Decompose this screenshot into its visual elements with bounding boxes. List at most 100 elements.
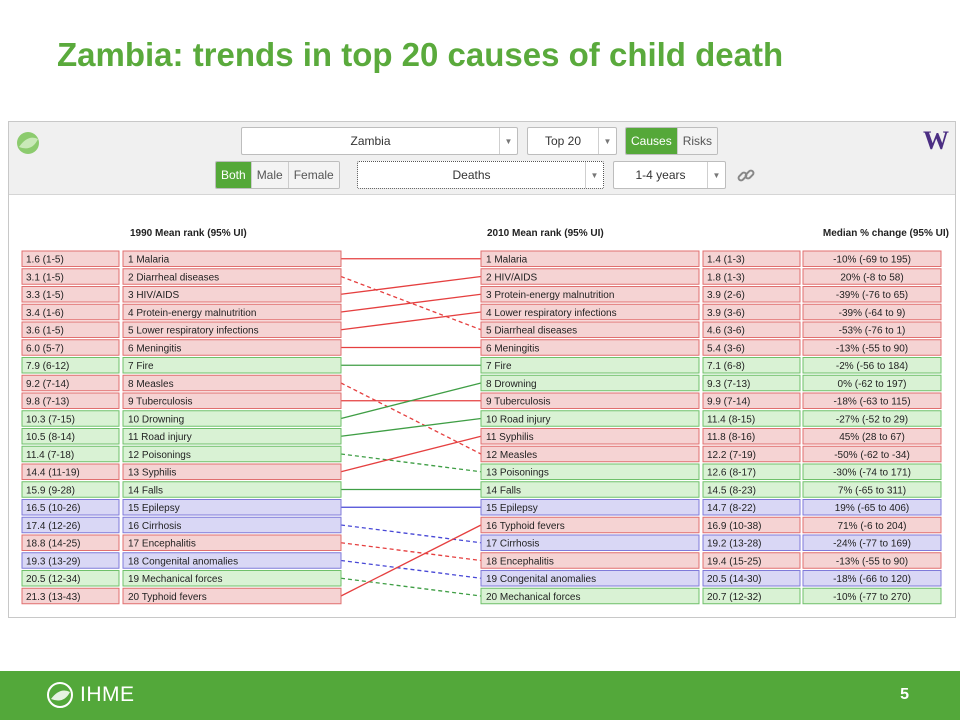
rank-2010-box bbox=[702, 534, 801, 551]
ihme-logo: IHME bbox=[46, 681, 135, 709]
cause-2010-box bbox=[480, 268, 700, 285]
rank-link-line bbox=[340, 293, 482, 313]
median-change-value: -30% (-74 to 171) bbox=[833, 468, 911, 479]
chevron-down-icon: ▼ bbox=[598, 128, 616, 154]
change-box bbox=[802, 463, 942, 480]
cause-1990-label: 9 Tuberculosis bbox=[128, 397, 192, 408]
uw-logo: W bbox=[923, 126, 949, 155]
rank-1990-box bbox=[21, 392, 120, 409]
rank-link-line bbox=[340, 524, 482, 544]
change-box bbox=[802, 499, 942, 516]
rank-1990-box bbox=[21, 410, 120, 427]
rank-2010-box bbox=[702, 499, 801, 516]
rank-link-line bbox=[340, 577, 482, 597]
rank-1990-box bbox=[21, 552, 120, 569]
cause-2010-label: 15 Epilepsy bbox=[486, 503, 538, 514]
cause-2010-label: 3 Protein-energy malnutrition bbox=[486, 290, 614, 301]
rank-1990-box bbox=[21, 357, 120, 374]
rank-1990-value: 3.1 (1-5) bbox=[26, 272, 64, 283]
change-box bbox=[802, 303, 942, 321]
cause-1990-box bbox=[122, 516, 342, 534]
gbd-leaf-logo-icon bbox=[17, 132, 39, 154]
cause-1990-label: 8 Measles bbox=[128, 379, 174, 390]
cause-2010-box bbox=[480, 499, 700, 516]
cause-1990-box bbox=[122, 250, 342, 267]
rank-2010-box bbox=[702, 516, 801, 534]
header-median-change: Median % change (95% UI) bbox=[823, 228, 949, 239]
median-change-value: 45% (28 to 67) bbox=[839, 432, 905, 443]
tab-risks[interactable]: Risks bbox=[677, 128, 718, 154]
rank-2010-box bbox=[702, 463, 801, 480]
rank-link-line bbox=[340, 382, 482, 455]
cause-2010-label: 10 Road injury bbox=[486, 414, 550, 425]
median-change-value: -24% (-77 to 169) bbox=[833, 539, 911, 550]
cause-2010-label: 8 Drowning bbox=[486, 379, 537, 390]
cause-2010-label: 20 Mechanical forces bbox=[486, 592, 581, 603]
cause-2010-box bbox=[480, 339, 700, 356]
rank-1990-value: 3.4 (1-6) bbox=[26, 308, 64, 319]
cause-1990-label: 17 Encephalitis bbox=[128, 539, 196, 550]
cause-2010-label: 11 Syphilis bbox=[486, 432, 534, 443]
rank-1990-value: 6.0 (5-7) bbox=[26, 343, 64, 354]
cause-2010-label: 1 Malaria bbox=[486, 255, 528, 266]
age-select[interactable]: 1-4 years ▼ bbox=[613, 161, 726, 189]
median-change-value: -18% (-66 to 120) bbox=[833, 574, 911, 585]
rank-1990-box bbox=[21, 499, 120, 516]
cause-2010-box bbox=[480, 410, 700, 427]
rank-2010-value: 19.4 (15-25) bbox=[707, 556, 761, 567]
country-select[interactable]: Zambia ▼ bbox=[241, 127, 518, 155]
cause-1990-box bbox=[122, 463, 342, 480]
rank-2010-value: 3.9 (2-6) bbox=[707, 290, 745, 301]
median-change-value: -27% (-52 to 29) bbox=[836, 414, 908, 425]
rank-2010-value: 11.8 (8-16) bbox=[707, 432, 755, 443]
rank-1990-value: 10.5 (8-14) bbox=[26, 432, 75, 443]
median-change-value: -13% (-55 to 90) bbox=[836, 343, 908, 354]
rank-1990-value: 9.8 (7-13) bbox=[26, 397, 69, 408]
cause-2010-label: 12 Measles bbox=[486, 450, 537, 461]
tab-causes[interactable]: Causes bbox=[626, 128, 678, 154]
measure-select[interactable]: Deaths ▼ bbox=[357, 161, 604, 189]
cause-1990-box bbox=[122, 374, 342, 392]
rank-1990-box bbox=[21, 570, 120, 587]
rank-link-line bbox=[340, 542, 482, 562]
tab-both[interactable]: Both bbox=[216, 162, 252, 188]
change-box bbox=[802, 428, 942, 445]
rank-2010-box bbox=[702, 374, 801, 392]
cause-2010-box bbox=[480, 534, 700, 551]
change-box bbox=[802, 392, 942, 409]
cause-2010-box bbox=[480, 428, 700, 445]
cause-2010-label: 16 Typhoid fevers bbox=[486, 521, 565, 532]
rank-2010-box bbox=[702, 321, 801, 338]
chain-link-icon[interactable] bbox=[736, 166, 756, 186]
rank-1990-value: 10.3 (7-15) bbox=[26, 414, 75, 425]
rank-1990-box bbox=[21, 463, 120, 480]
change-box bbox=[802, 410, 942, 427]
cause-1990-label: 2 Diarrheal diseases bbox=[128, 272, 219, 283]
change-box bbox=[802, 445, 942, 463]
rank-2010-value: 14.7 (8-22) bbox=[707, 503, 756, 514]
slide-footer: IHME 5 bbox=[0, 671, 960, 720]
tab-male[interactable]: Male bbox=[251, 162, 289, 188]
median-change-value: -50% (-62 to -34) bbox=[834, 450, 910, 461]
cause-2010-box bbox=[480, 321, 700, 338]
cause-1990-label: 16 Cirrhosis bbox=[128, 521, 181, 532]
change-box bbox=[802, 552, 942, 569]
rank-1990-box bbox=[21, 321, 120, 338]
rank-1990-box bbox=[21, 339, 120, 356]
tab-female[interactable]: Female bbox=[288, 162, 339, 188]
rank-1990-value: 18.8 (14-25) bbox=[26, 539, 80, 550]
ihme-leaf-icon bbox=[47, 682, 73, 708]
rank-2010-box bbox=[702, 250, 801, 267]
rank-1990-value: 11.4 (7-18) bbox=[26, 450, 74, 461]
rank-1990-box bbox=[21, 286, 120, 303]
cause-1990-box bbox=[122, 392, 342, 409]
change-box bbox=[802, 268, 942, 285]
rank-2010-value: 1.4 (1-3) bbox=[707, 255, 745, 266]
median-change-value: 7% (-65 to 311) bbox=[838, 485, 906, 496]
rank-1990-box bbox=[21, 428, 120, 445]
rank-2010-value: 1.8 (1-3) bbox=[707, 272, 745, 283]
ihme-brand: IHME bbox=[80, 683, 135, 706]
cause-2010-box bbox=[480, 445, 700, 463]
top-n-select[interactable]: Top 20 ▼ bbox=[527, 127, 617, 155]
view-toggle: Causes Risks bbox=[625, 127, 719, 155]
